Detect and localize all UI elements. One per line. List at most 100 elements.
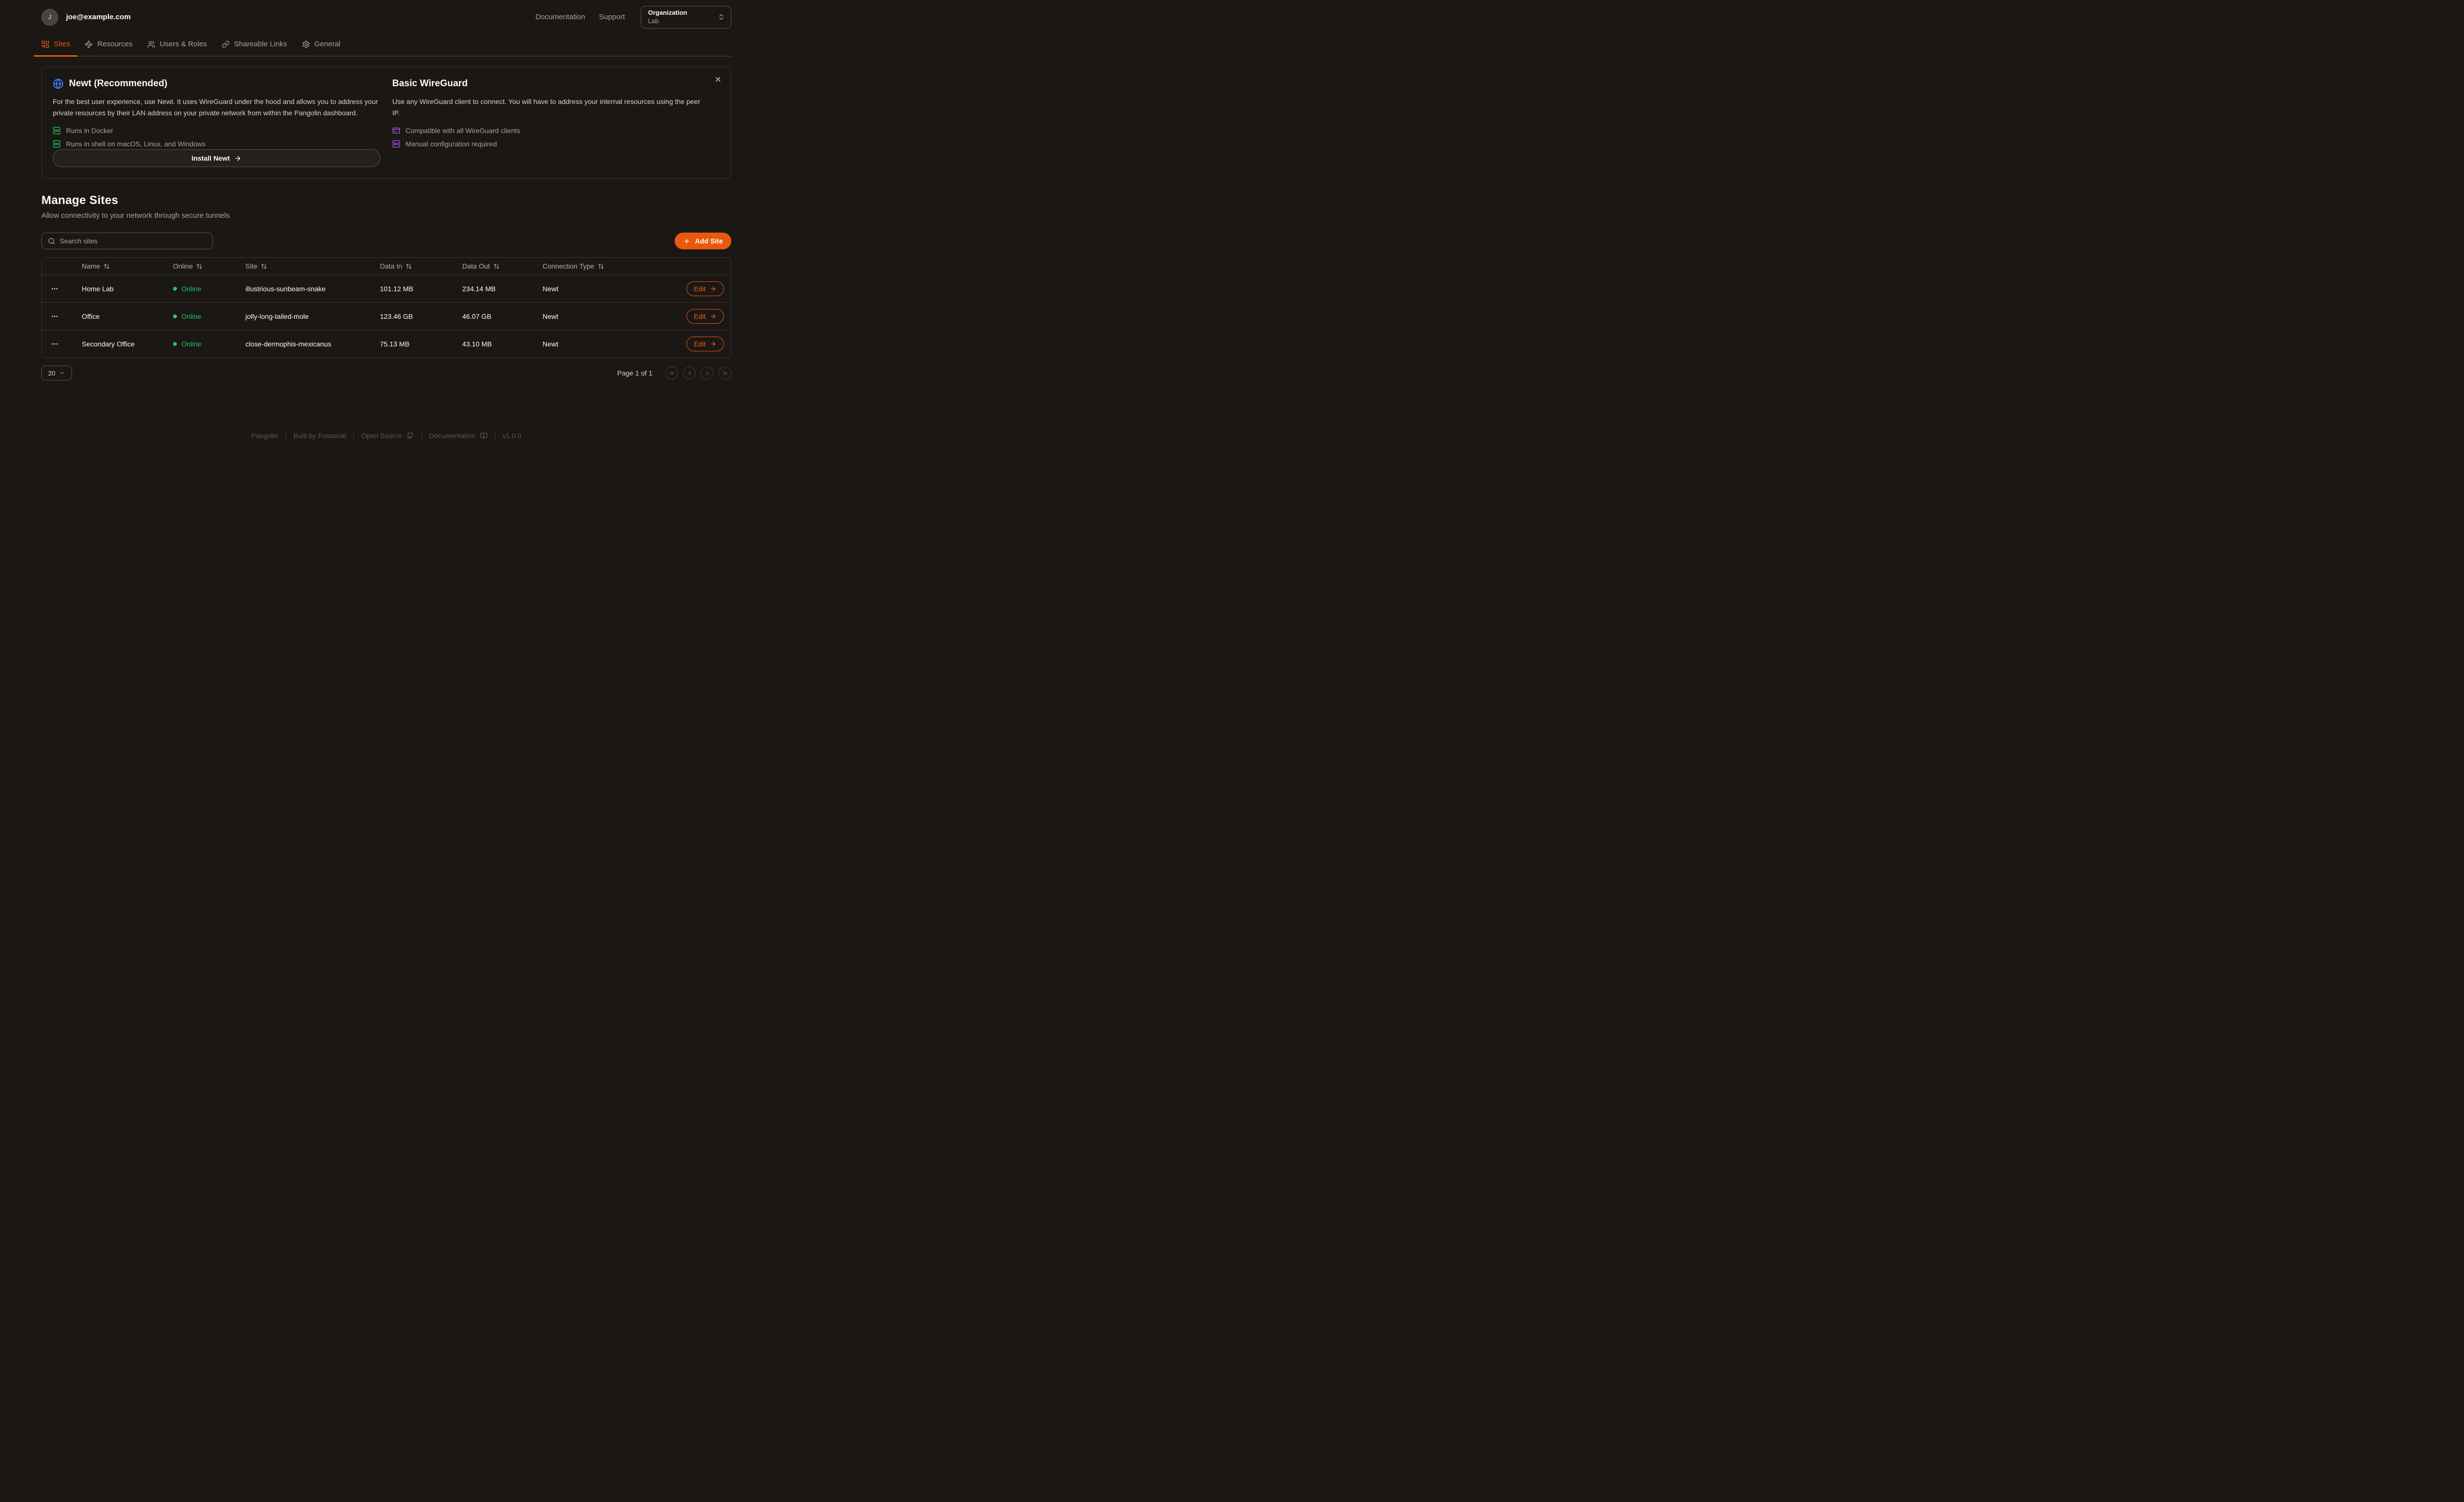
newt-description: For the best user experience, use Newt. …: [53, 98, 378, 117]
manage-sites-section: Manage Sites Allow connectivity to your …: [41, 194, 731, 220]
data-in-cell: 101.12 MB: [380, 284, 413, 293]
arrow-right-icon: [711, 313, 716, 319]
data-in-cell: 123.46 GB: [380, 312, 413, 320]
users-icon: [147, 40, 155, 48]
page-size-select[interactable]: 20: [41, 366, 72, 380]
install-newt-button[interactable]: Install Newt: [53, 149, 380, 167]
wireguard-description: Use any WireGuard client to connect. You…: [392, 98, 700, 117]
sort-icon: [197, 264, 203, 269]
plus-icon: [684, 239, 689, 243]
search-icon: [48, 238, 55, 244]
row-actions-menu-button[interactable]: [49, 338, 61, 350]
tab-sites[interactable]: Sites: [34, 34, 78, 57]
footer: Pangolin Built by Fossorial Open Source …: [41, 432, 731, 440]
edit-site-button[interactable]: Edit: [686, 337, 724, 351]
github-icon: [407, 432, 413, 439]
nav-support-link[interactable]: Support: [599, 13, 625, 21]
previous-page-button[interactable]: [683, 367, 696, 379]
status-text: Online: [181, 284, 202, 293]
chevron-right-icon: [706, 371, 709, 375]
tab-label: Resources: [97, 40, 133, 48]
footer-open-source-link[interactable]: Open Source: [361, 432, 414, 440]
footer-documentation-link[interactable]: Documentation: [429, 432, 487, 440]
site-status-cell: Online: [165, 340, 238, 348]
connection-type-cell: Newt: [543, 284, 558, 293]
next-page-button[interactable]: [701, 367, 714, 379]
wireguard-feature: Manual configuration required: [392, 140, 700, 148]
footer-brand: Pangolin: [251, 432, 278, 440]
tab-shareable-links[interactable]: Shareable Links: [214, 34, 295, 56]
edit-site-button[interactable]: Edit: [686, 281, 724, 296]
wireguard-feature: Compatible with all WireGuard clients: [392, 127, 700, 135]
edit-site-button[interactable]: Edit: [686, 308, 724, 324]
waypoints-icon: [85, 40, 93, 48]
row-actions-menu-button[interactable]: [49, 310, 61, 322]
newt-title: Newt (Recommended): [69, 78, 168, 89]
sort-icon: [261, 264, 267, 269]
globe-icon: [53, 78, 64, 89]
server-icon: [392, 140, 400, 148]
site-name-cell: Secondary Office: [82, 340, 135, 348]
chevrons-left-icon: [670, 371, 674, 375]
footer-separator: [421, 432, 422, 440]
first-page-button[interactable]: [665, 367, 678, 379]
status-text: Online: [181, 312, 202, 320]
table-header: Name Online Site Data In Data Out Connec…: [42, 258, 731, 275]
ellipsis-icon: [52, 315, 58, 317]
last-page-button[interactable]: [719, 367, 731, 379]
online-dot: [173, 286, 177, 291]
table-row: Home Lab Online illustrious-sunbeam-snak…: [42, 275, 731, 303]
wireguard-title: Basic WireGuard: [392, 78, 468, 89]
settings-icon: [302, 40, 309, 48]
row-actions-menu-button[interactable]: [49, 283, 61, 295]
tab-users-roles[interactable]: Users & Roles: [140, 34, 214, 56]
status-text: Online: [181, 340, 202, 348]
footer-separator: [353, 432, 354, 440]
close-icon[interactable]: [713, 74, 723, 84]
nav-documentation-link[interactable]: Documentation: [535, 13, 585, 21]
tab-resources[interactable]: Resources: [77, 34, 140, 56]
chevron-left-icon: [688, 371, 691, 375]
data-out-cell: 43.10 MB: [462, 340, 492, 348]
tab-label: Users & Roles: [160, 40, 207, 48]
sites-table-body: Home Lab Online illustrious-sunbeam-snak…: [42, 275, 731, 358]
tab-general[interactable]: General: [295, 34, 348, 56]
connection-type-cell: Newt: [543, 340, 558, 348]
column-header-site[interactable]: Site: [238, 262, 372, 270]
sort-icon: [494, 264, 499, 269]
sort-icon: [406, 264, 412, 269]
table-row: Office Online jolly-long-tailed-mole 123…: [42, 303, 731, 330]
online-dot: [173, 342, 177, 346]
arrow-right-icon: [235, 156, 240, 161]
avatar-initial: J: [48, 13, 52, 21]
sites-table: Name Online Site Data In Data Out Connec…: [41, 257, 731, 358]
onboarding-card: Newt (Recommended) For the best user exp…: [41, 67, 731, 179]
pagination: 20 Page 1 of 1: [41, 366, 731, 380]
column-header-data-in[interactable]: Data In: [372, 262, 454, 270]
organization-picker[interactable]: Organization Lab: [641, 5, 731, 29]
page-status: Page 1 of 1: [617, 369, 652, 377]
page-title: Manage Sites: [41, 194, 118, 207]
combine-icon: [41, 40, 49, 48]
sort-icon: [598, 264, 604, 269]
newt-feature: Runs in Docker: [53, 127, 380, 135]
avatar[interactable]: J: [41, 8, 58, 26]
ellipsis-icon: [52, 343, 58, 345]
search-input[interactable]: [60, 237, 206, 245]
site-status-cell: Online: [165, 312, 238, 320]
footer-built-by-link[interactable]: Built by Fossorial: [293, 432, 346, 440]
data-out-cell: 234.14 MB: [462, 284, 496, 293]
organization-picker-value: Lab: [648, 17, 659, 25]
main-tabs: Sites Resources Users & Roles Shareable …: [34, 34, 731, 57]
column-header-connection-type[interactable]: Connection Type: [535, 262, 680, 270]
site-status-cell: Online: [165, 285, 238, 293]
site-name-cell: Office: [82, 312, 100, 320]
column-header-data-out[interactable]: Data Out: [454, 262, 535, 270]
column-header-online[interactable]: Online: [165, 262, 238, 270]
column-header-name[interactable]: Name: [74, 262, 165, 270]
chevron-down-icon: [60, 372, 64, 374]
add-site-button[interactable]: Add Site: [675, 233, 731, 249]
top-bar: J joe@example.com Documentation Support …: [41, 0, 731, 34]
user-email: joe@example.com: [66, 13, 131, 21]
arrow-right-icon: [711, 286, 716, 291]
